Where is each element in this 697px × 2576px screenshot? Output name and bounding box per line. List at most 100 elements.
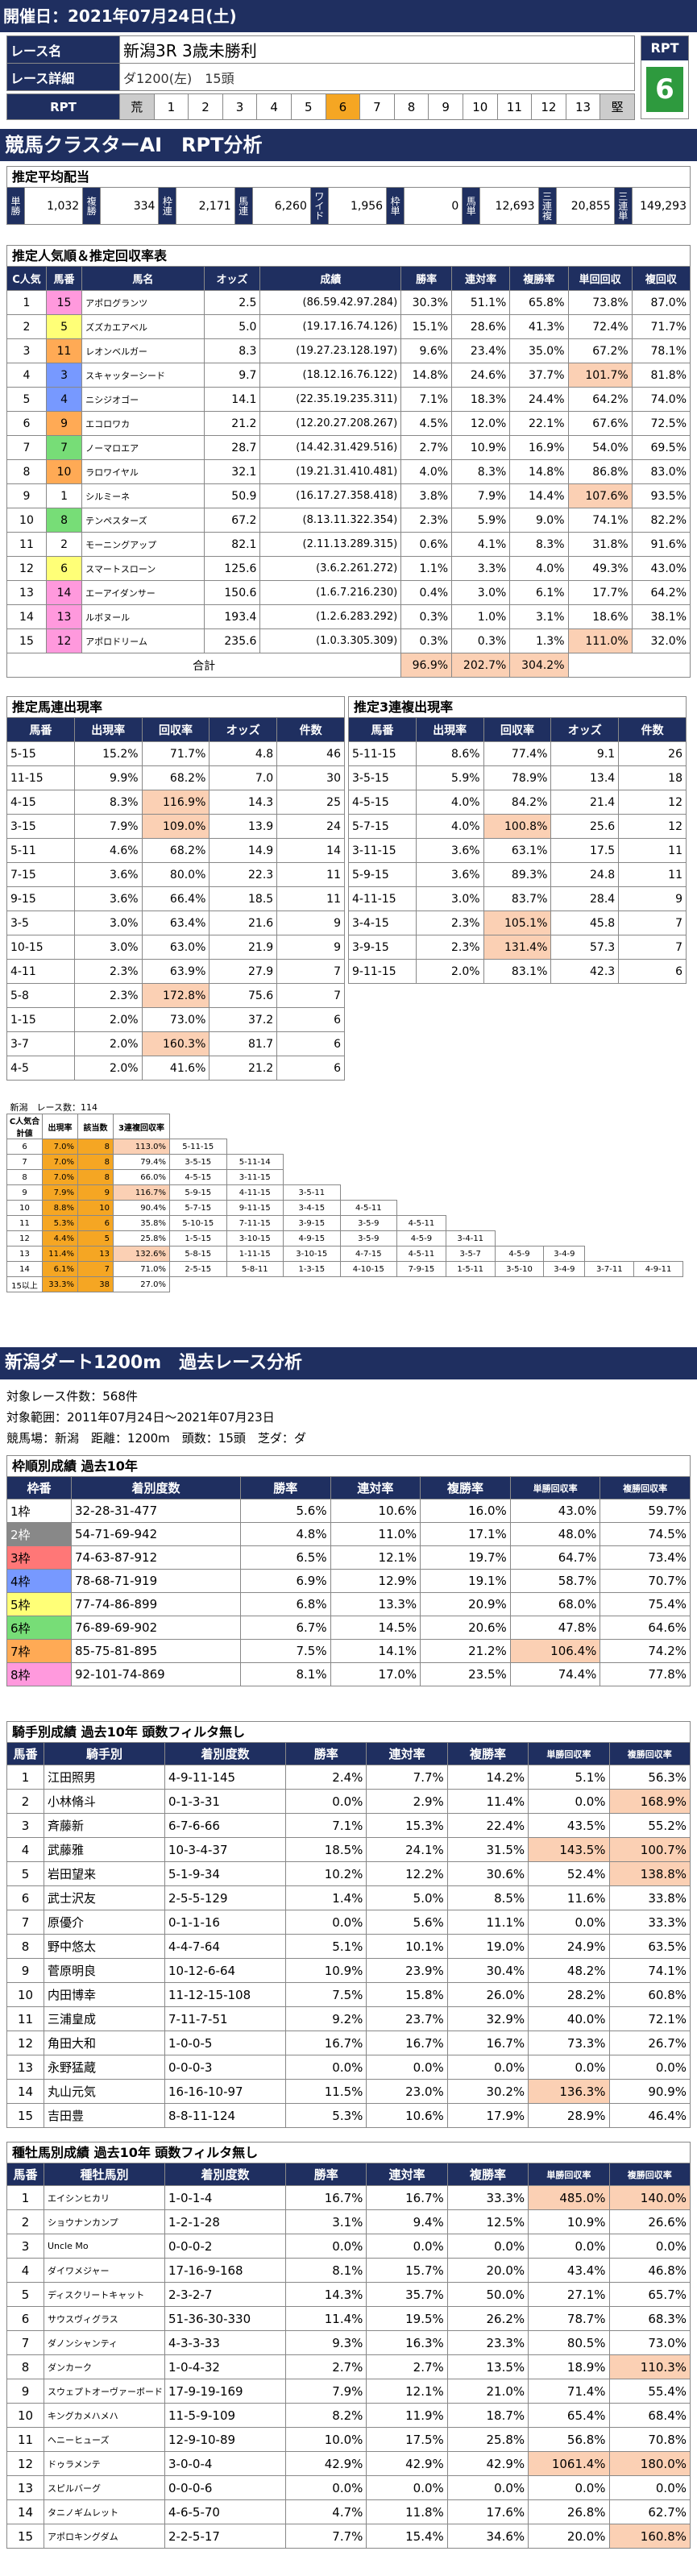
- popularity-cell: 14.8%: [400, 363, 453, 388]
- popularity-cell: 18.3%: [451, 387, 511, 412]
- popularity-cell: 54.0%: [567, 435, 633, 460]
- payout-value: 20,855: [555, 187, 615, 225]
- trio-cell: 7: [618, 911, 687, 935]
- sire-cell: 0.0%: [284, 2475, 367, 2500]
- ren-header: 回収率: [141, 717, 210, 742]
- matrix-cell: 113.0%: [113, 1139, 170, 1155]
- jockey-cell: 野中悠太: [44, 1934, 165, 1959]
- ren-cell: 11-15: [6, 765, 75, 790]
- jockey-header: 馬番: [6, 1742, 44, 1765]
- waku-cell: 5枠: [6, 1592, 72, 1616]
- jockey-cell: 12: [6, 2031, 44, 2055]
- popularity-cell: 8.3%: [451, 459, 511, 484]
- jockey-cell: 10.2%: [284, 1861, 367, 1886]
- sire-header: 種牡馬別: [44, 2163, 165, 2186]
- sire-cell: 2-2-5-17: [164, 2524, 286, 2549]
- table-row: 5-8 2.3% 172.8% 75.6 7: [6, 983, 345, 1008]
- table-row: 2 5 ズズカエアベル 5.0 (19.17.16.74.126) 15.1% 28.6% 4…: [6, 314, 691, 339]
- jockey-cell: 14: [6, 2079, 44, 2104]
- table-row: 3-4-15 2.3% 105.1% 45.8 7: [348, 911, 687, 935]
- trio-cell: 3-4-15: [348, 911, 417, 935]
- table-row: 3-11-15 3.6% 63.1% 17.5 11: [348, 838, 687, 863]
- trio-cell: 131.4%: [483, 935, 552, 960]
- popularity-cell: 86.8%: [567, 459, 633, 484]
- jockey-cell: 6: [6, 1885, 44, 1910]
- table-row: 15 吉田豊 8-8-11-124 5.3% 10.6% 17.9% 28.9% 46.4%: [6, 2103, 691, 2128]
- popularity-cell: 31.8%: [567, 532, 633, 557]
- matrix-combo: 3-4-15: [283, 1200, 341, 1216]
- ren-cell: 10-15: [6, 935, 75, 960]
- jockey-cell: 0.0%: [284, 2055, 367, 2080]
- table-row: 10 内田博幸 11-12-15-108 7.5% 15.8% 26.0% 28.2% 60.…: [6, 1982, 691, 2007]
- jockey-cell: 100.7%: [608, 1837, 691, 1862]
- jockey-cell: 8-8-11-124: [164, 2103, 286, 2128]
- popularity-cell: 12.0%: [451, 411, 511, 436]
- sire-cell: 10.9%: [528, 2209, 610, 2234]
- popularity-cell: 193.4: [203, 604, 261, 629]
- payout-label: 三連複: [537, 187, 557, 225]
- jockey-cell: 5.0%: [366, 1885, 448, 1910]
- jockey-cell: 16.7%: [366, 2031, 448, 2055]
- jockey-cell: 11.1%: [446, 1910, 529, 1935]
- ren-cell: 22.3: [209, 862, 278, 887]
- jockey-cell: 0.0%: [528, 1910, 610, 1935]
- matrix-combo: 4-7-15: [339, 1246, 398, 1262]
- popularity-cell: 38.1%: [631, 604, 691, 629]
- matrix-cell: 38: [77, 1276, 114, 1292]
- table-row: 6 9 エコロワカ 21.2 (12.20.27.208.267) 4.5% 12.0% 22…: [6, 411, 691, 436]
- trio-cell: 2.3%: [415, 911, 484, 935]
- matrix-cell: 9: [6, 1184, 43, 1201]
- sire-cell: 0.0%: [366, 2475, 448, 2500]
- jockey-cell: 2: [6, 1789, 44, 1814]
- popularity-cell: 6.1%: [509, 580, 569, 605]
- waku-cell: 85-75-81-895: [71, 1639, 241, 1663]
- table-row: 11-15 9.9% 68.2% 7.0 30: [6, 765, 345, 790]
- ren-cell: 14.3: [209, 790, 278, 815]
- matrix-cell: 8: [77, 1169, 114, 1185]
- sire-cell: スウェプトオーヴァーボード: [44, 2379, 165, 2404]
- sire-cell: 12: [6, 2451, 44, 2476]
- jockey-cell: 角田大和: [44, 2031, 165, 2055]
- sire-cell: 2.7%: [284, 2354, 367, 2379]
- popularity-cell: (1.2.6.283.292): [259, 604, 402, 629]
- trio-cell: 9.1: [550, 741, 620, 766]
- matrix-combo: 3-5-9: [339, 1230, 398, 1247]
- sire-cell: 42.9%: [284, 2451, 367, 2476]
- matrix-combo: 1-5-15: [169, 1230, 227, 1247]
- popularity-cell: 43.0%: [631, 556, 691, 581]
- popularity-cell: 24.4%: [509, 387, 569, 412]
- matrix-cell: 14: [6, 1261, 43, 1277]
- popularity-cell: 4.5%: [400, 411, 453, 436]
- waku-cell: 74.5%: [600, 1522, 691, 1546]
- jockey-cell: 5.1%: [284, 1934, 367, 1959]
- popularity-cell: 7: [6, 435, 47, 460]
- waku-cell: 74.2%: [600, 1639, 691, 1663]
- matrix-caption: 新潟 レース数：114: [10, 1102, 97, 1113]
- sire-cell: 6: [6, 2306, 44, 2331]
- popularity-cell: スマートスローン: [81, 556, 205, 581]
- matrix-combo: 1-11-15: [226, 1246, 284, 1262]
- popularity-cell: 8: [6, 459, 47, 484]
- popularity-cell: 10.9%: [451, 435, 511, 460]
- popularity-cell: 111.0%: [567, 628, 633, 653]
- table-row: 15 12 アポロドリーム 235.6 (1.0.3.305.309) 0.3% 0.3% 1…: [6, 628, 691, 653]
- ren-cell: 41.6%: [141, 1056, 210, 1081]
- matrix-combo: 3-5-10: [494, 1261, 545, 1277]
- jockey-cell: 0.0%: [528, 1789, 610, 1814]
- payout-value: 0: [404, 187, 463, 225]
- payout-value: 149,293: [631, 187, 691, 225]
- matrix-cell: 8.8%: [42, 1200, 78, 1216]
- popularity-cell: エコロワカ: [81, 411, 205, 436]
- jockey-cell: 26.0%: [446, 1982, 529, 2007]
- trio-cell: 77.4%: [483, 741, 552, 766]
- sire-cell: 71.4%: [528, 2379, 610, 2404]
- sire-cell: 18.7%: [446, 2403, 529, 2428]
- table-row: 15 アポロキングダム 2-2-5-17 7.7% 15.4% 34.6% 20.0% 160…: [6, 2524, 691, 2549]
- matrix-combo: 3-5-15: [169, 1154, 227, 1170]
- trio-cell: 89.3%: [483, 862, 552, 887]
- table-row: 3枠 74-63-87-912 6.5% 12.1% 19.7% 64.7% 73.4%: [6, 1545, 691, 1570]
- sire-cell: 15.7%: [366, 2258, 448, 2283]
- table-row: 2枠 54-71-69-942 4.8% 11.0% 17.1% 48.0% 74.5%: [6, 1522, 691, 1546]
- sire-cell: Uncle Mo: [44, 2234, 165, 2259]
- trio-cell: 6: [618, 959, 687, 984]
